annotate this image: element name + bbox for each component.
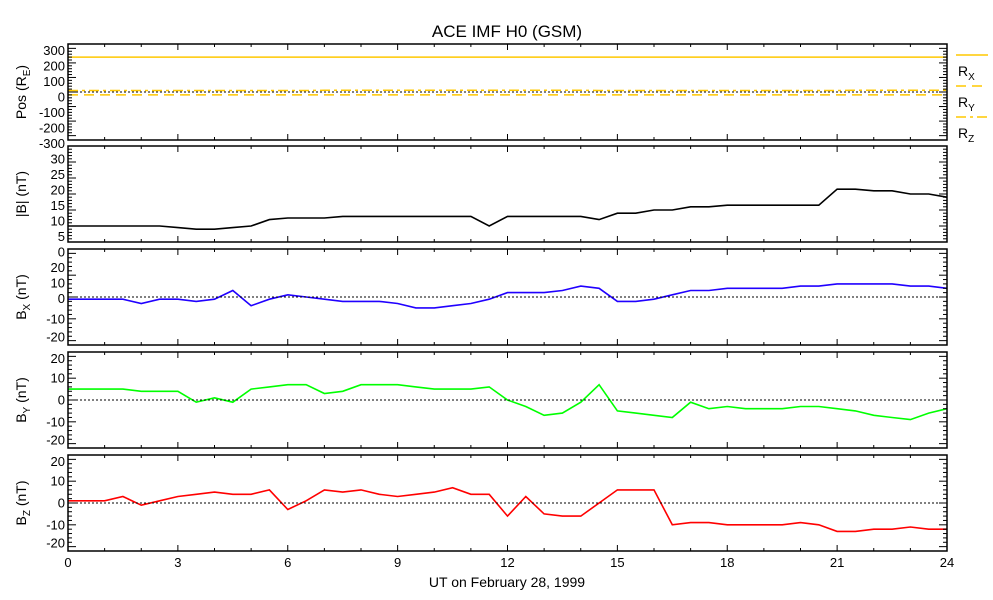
x-tick-label: 3 <box>174 555 181 570</box>
x-tick-label: 24 <box>940 555 954 570</box>
panel-frame <box>67 454 948 552</box>
y-tick-label: 0 <box>58 245 65 260</box>
legend-label: RY <box>958 94 975 114</box>
x-tick-label: 0 <box>64 555 71 570</box>
y-tick-label: 0 <box>58 90 65 105</box>
y-tick-label: 300 <box>43 43 65 58</box>
y-axis-label: BX (nT) <box>13 274 33 320</box>
y-tick-label: 5 <box>58 229 65 244</box>
panel-4: -20 -10 0 10 20 BZ (nT) <box>13 454 948 552</box>
y-tick-label: -20 <box>46 433 65 448</box>
y-tick-label: -20 <box>46 330 65 345</box>
panel-3: -20 -10 0 10 20 BY (nT) <box>13 351 948 449</box>
y-tick-label: -10 <box>46 517 65 532</box>
y-tick-label: 30 <box>51 152 65 167</box>
x-tick-label: 15 <box>610 555 624 570</box>
series-line-by <box>68 383 948 421</box>
y-axis-label: BY (nT) <box>13 377 33 423</box>
y-tick-label: 10 <box>51 214 65 229</box>
series-line-b <box>68 188 948 230</box>
y-tick-label: -10 <box>46 311 65 326</box>
y-tick-label: -10 <box>46 414 65 429</box>
x-tick-label: 12 <box>500 555 514 570</box>
panel-frame <box>67 145 948 243</box>
y-tick-label: 25 <box>51 167 65 182</box>
y-tick-label: -20 <box>46 536 65 551</box>
panel-frame <box>67 248 948 346</box>
y-tick-label: 10 <box>51 474 65 489</box>
series-line-bx <box>68 283 948 309</box>
x-tick-label: 21 <box>830 555 844 570</box>
series-line-bz <box>68 486 947 533</box>
y-tick-label: 0 <box>58 496 65 511</box>
y-axis-label: BZ (nT) <box>13 480 33 525</box>
y-tick-label: 200 <box>43 59 65 74</box>
legend-label: RZ <box>958 125 974 145</box>
y-tick-label: -200 <box>39 121 65 136</box>
y-tick-label: 20 <box>51 260 65 275</box>
panel-frame <box>67 43 948 141</box>
y-tick-label: 10 <box>51 371 65 386</box>
y-tick-label: 100 <box>43 74 65 89</box>
y-tick-label: 20 <box>51 183 65 198</box>
x-tick-label: 6 <box>284 555 291 570</box>
legend-label: RX <box>958 63 975 83</box>
y-tick-label: 20 <box>51 454 65 469</box>
y-axis-label: Pos (RE) <box>13 65 33 119</box>
y-tick-label: 0 <box>58 291 65 306</box>
x-axis-label: UT on February 28, 1999 <box>429 574 585 590</box>
y-tick-label: -100 <box>39 105 65 120</box>
x-tick-label: 18 <box>720 555 734 570</box>
x-tick-label: 9 <box>394 555 401 570</box>
chart-title: ACE IMF H0 (GSM) <box>432 22 582 41</box>
y-tick-label: 15 <box>51 198 65 213</box>
y-axis-label: |B| (nT) <box>13 171 29 217</box>
y-tick-label: 20 <box>51 351 65 366</box>
y-tick-label: 10 <box>51 276 65 291</box>
y-tick-label: 0 <box>58 393 65 408</box>
y-tick-label: -300 <box>39 136 65 151</box>
